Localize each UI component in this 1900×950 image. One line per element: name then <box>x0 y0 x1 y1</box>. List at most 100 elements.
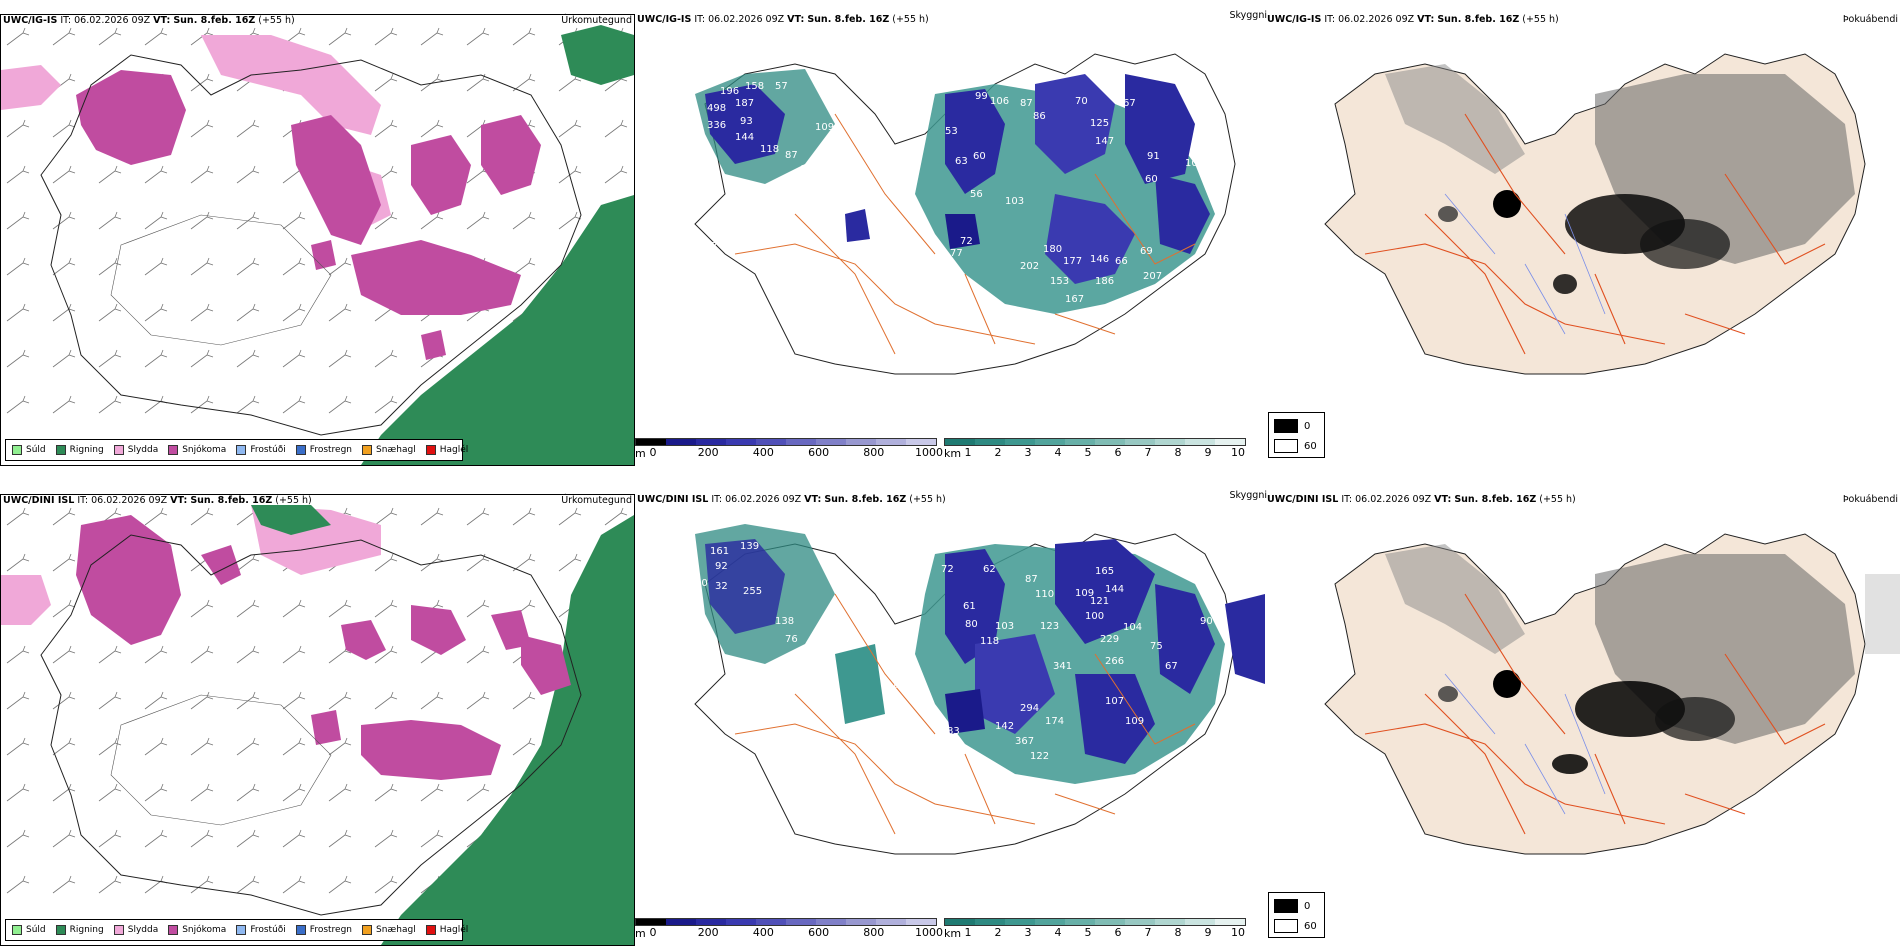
precip-legend-item-1: Rigning <box>55 445 104 455</box>
elev-top-cell-0 <box>636 439 666 445</box>
vis-top-cell-9 <box>1215 439 1245 445</box>
precip-swatch-3 <box>168 925 179 935</box>
precip-type-map-top <box>1 15 634 465</box>
precip-legend-item-3: Snjókoma <box>168 445 226 455</box>
elev-label-top-42: 153 <box>1050 276 1069 287</box>
elev-top-cell-6 <box>816 439 846 445</box>
elevation-colorbar-bottom: 0 200 400 600 800 1000 m <box>635 918 943 940</box>
visibility-map-bottom: 161 139 92 32 255 30 138 76 215 94 83 72… <box>694 524 1265 855</box>
vis-top-cell-1 <box>975 439 1005 445</box>
visibility-colorbar-bottom: 1 2 3 4 5 6 7 8 9 10 km <box>944 918 1246 940</box>
elev-label-top-8: 118 <box>760 144 779 155</box>
elev-label-bot-14: 80 <box>965 619 978 630</box>
fog-label-1-top: 60 <box>1304 440 1317 452</box>
elev-bot-cell-7 <box>846 919 876 925</box>
elev-label-bot-29: 174 <box>1045 716 1064 727</box>
elevation-unit-bottom: m <box>635 927 646 940</box>
elev-label-bot-34: 109 <box>1125 716 1144 727</box>
elev-label-bot-12: 62 <box>983 564 996 575</box>
elev-top-cell-2 <box>696 439 726 445</box>
vis-bot-cell-6 <box>1125 919 1155 925</box>
elev-label-bot-30: 294 <box>1020 703 1039 714</box>
elev-top-cell-9 <box>906 439 936 445</box>
elev-label-top-1: 158 <box>745 81 764 92</box>
elev-label-top-43: 186 <box>1095 276 1114 287</box>
elev-label-top-7: 144 <box>735 132 754 143</box>
title-fog-top: Þokuábendi <box>1842 14 1898 25</box>
precip-legend-item-3: Snjókoma <box>168 925 226 935</box>
elev-top-cell-4 <box>756 439 786 445</box>
vis-bot-cell-1 <box>975 919 1005 925</box>
elev-label-bot-38: 90 <box>1200 616 1213 627</box>
fog-label-0-top: 0 <box>1304 420 1311 432</box>
elev-label-top-36: 180 <box>1043 244 1062 255</box>
header-bottom-3: UWC/DINI ISL IT: 06.02.2026 09Z VT: Sun.… <box>1267 494 1576 505</box>
vis-bot-tick-7: 8 <box>1174 926 1182 939</box>
elev-bot-tick-2: 400 <box>752 926 774 939</box>
elev-bot-cell-5 <box>786 919 816 925</box>
elev-label-top-39: 66 <box>1115 256 1128 267</box>
elev-label-bot-27: 341 <box>1053 661 1072 672</box>
elev-label-top-28: 67 <box>1123 98 1136 109</box>
fog-swatch-1-bottom <box>1274 919 1298 933</box>
vis-bot-cell-3 <box>1035 919 1065 925</box>
elev-label-top-27: 70 <box>1075 96 1088 107</box>
elev-bot-tick-0: 0 <box>649 926 657 939</box>
precip-type-panel-top: UWC/IG-IS IT: 06.02.2026 09Z VT: Sun. 8.… <box>0 14 635 466</box>
precip-swatch-0 <box>12 445 22 455</box>
elev-label-top-5: 336 <box>707 120 726 131</box>
precip-label-2: Slydda <box>127 445 159 455</box>
elevation-unit-top: m <box>635 447 646 460</box>
header-bottom-2: UWC/DINI ISL IT: 06.02.2026 09Z VT: Sun.… <box>637 494 946 505</box>
elev-label-bot-23: 121 <box>1090 596 1109 607</box>
header-bottom-1: UWC/DINI ISL IT: 06.02.2026 09Z VT: Sun.… <box>3 495 312 506</box>
elev-label-bot-7: 76 <box>785 634 798 645</box>
elev-label-top-45: 167 <box>1065 294 1084 305</box>
vis-top-cell-5 <box>1095 439 1125 445</box>
vis-top-cell-6 <box>1125 439 1155 445</box>
precip-legend-item-5: Frostregn <box>295 445 353 455</box>
elev-label-top-2: 57 <box>775 81 788 92</box>
elev-label-bot-17: 87 <box>1025 574 1038 585</box>
elev-top-tick-1: 200 <box>697 446 719 459</box>
precip-swatch-7 <box>425 445 436 455</box>
elev-label-bot-13: 61 <box>963 601 976 612</box>
elev-label-top-32: 91 <box>1147 151 1160 162</box>
elev-label-top-13: 69 <box>830 224 843 235</box>
elev-label-bot-10: 83 <box>947 726 960 737</box>
elev-label-top-26: 60 <box>973 151 986 162</box>
precip-legend-item-7: Haglél <box>425 925 468 935</box>
precip-swatch-2 <box>113 925 124 935</box>
precip-legend-item-1: Rigning <box>55 925 104 935</box>
elev-label-bot-25: 104 <box>1123 622 1142 633</box>
visibility-unit-top: km <box>944 447 962 460</box>
vis-top-tick-4: 5 <box>1084 446 1092 459</box>
vis-bot-cell-7 <box>1155 919 1185 925</box>
elev-bot-tick-5: 1000 <box>915 926 943 939</box>
elev-label-top-6: 93 <box>740 116 753 127</box>
visibility-colorbar-top: 1 2 3 4 5 6 7 8 9 10 km <box>944 438 1246 460</box>
vis-top-tick-8: 9 <box>1204 446 1212 459</box>
elev-bot-cell-4 <box>756 919 786 925</box>
elev-label-top-30: 147 <box>1095 136 1114 147</box>
elev-label-top-41: 202 <box>1020 261 1039 272</box>
vis-bot-cell-4 <box>1065 919 1095 925</box>
elev-label-bot-0: 161 <box>710 546 729 557</box>
elev-label-top-40: 69 <box>1140 246 1153 257</box>
elev-top-cell-1 <box>666 439 696 445</box>
title-fog-bottom: Þokuábendi <box>1842 494 1898 505</box>
elev-label-top-25: 63 <box>955 156 968 167</box>
elev-label-top-21: 106 <box>990 96 1009 107</box>
precip-swatch-7 <box>425 925 436 935</box>
elev-label-bot-21: 144 <box>1105 584 1124 595</box>
precip-label-6: Snæhagl <box>376 925 416 935</box>
precip-label-5: Frostregn <box>309 925 353 935</box>
elev-label-top-20: 99 <box>975 91 988 102</box>
vis-bot-tick-6: 7 <box>1144 926 1152 939</box>
elev-label-bot-35: 107 <box>1105 696 1124 707</box>
precip-swatch-6 <box>362 925 373 935</box>
precip-label-5: Frostregn <box>309 445 353 455</box>
elev-label-top-15: 103 <box>733 231 752 242</box>
fog-swatch-1-top <box>1274 439 1298 453</box>
vis-bot-tick-0: 1 <box>964 926 972 939</box>
